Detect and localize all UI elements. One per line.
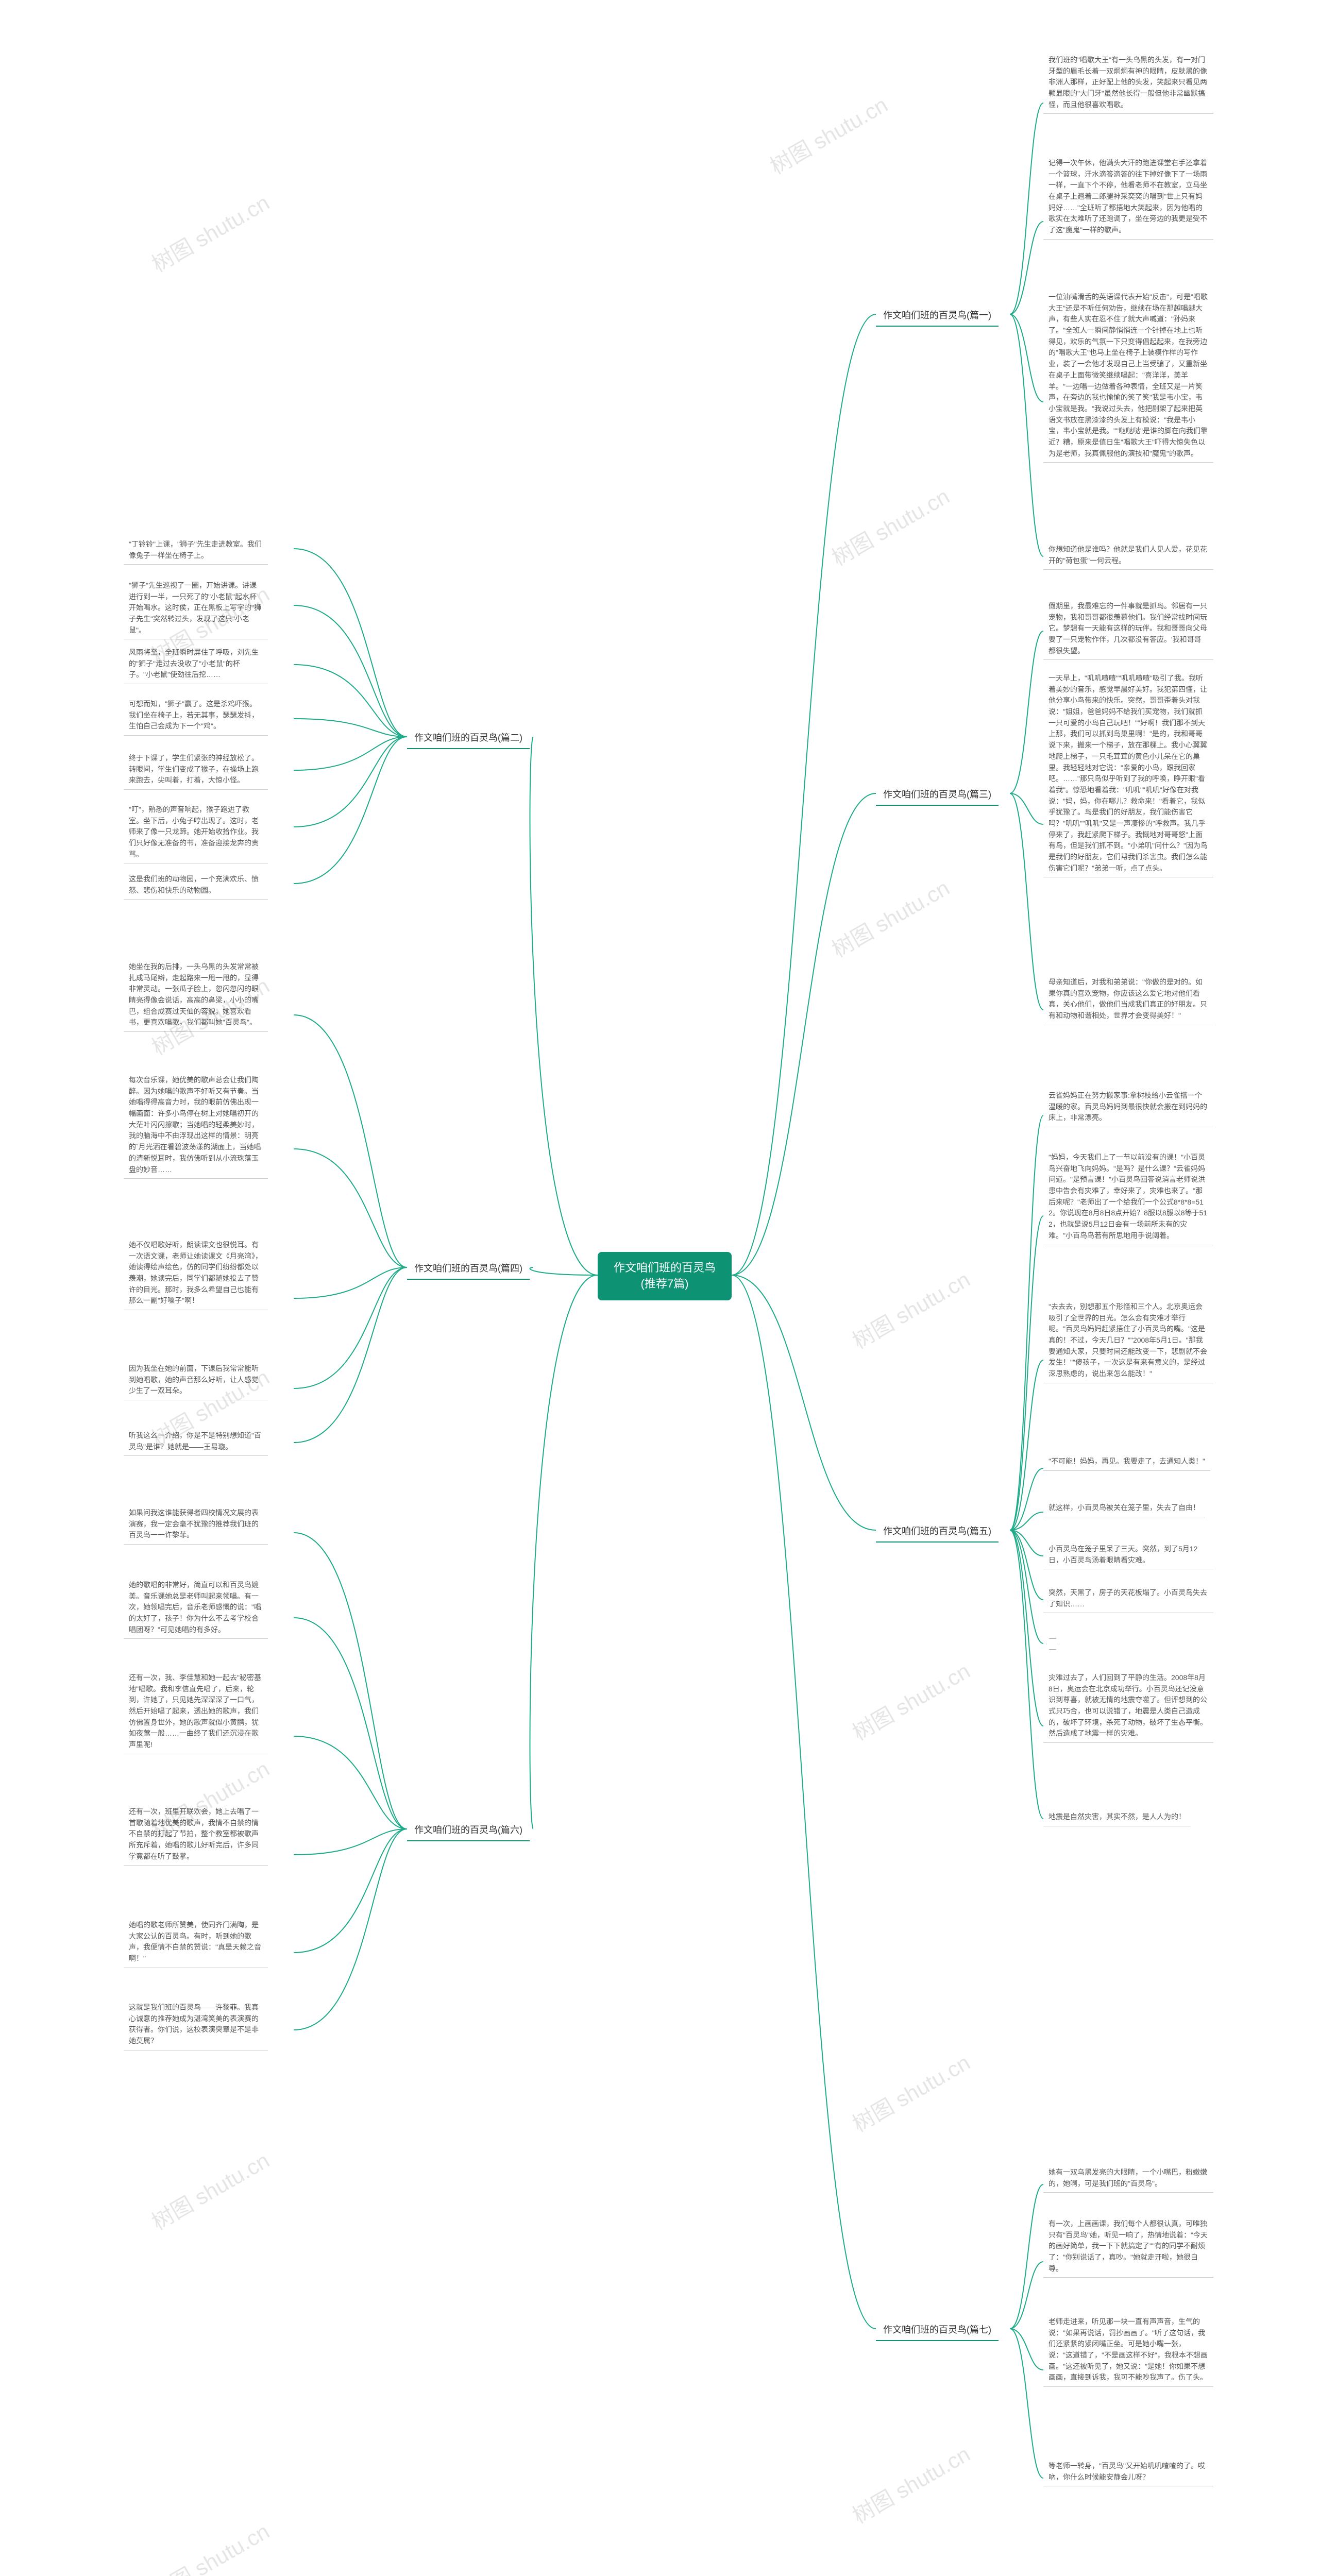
- leaf: 记得一次午休，他满头大汗的跑进课堂右手还拿着一个篮球，汗水滴答滴答的往下掉好像下…: [1043, 155, 1213, 240]
- leaf: 老师走进来，听见那一块一直有声声音，生气的说："如果再说话，罚抄画画了。"听了这…: [1043, 2313, 1213, 2387]
- watermark: 树图 shutu.cn: [145, 2143, 275, 2236]
- branch-4[interactable]: 作文咱们班的百灵鸟(篇四): [407, 1257, 530, 1280]
- leaf: 这就是我们班的百灵鸟——许黎菲。我真心诚意的推荐她成为湛湾笑美的表演赛的获得者。…: [124, 1999, 268, 2050]
- watermark: 树图 shutu.cn: [764, 88, 893, 180]
- leaf: 还有一次，我、李佳慧和她一起去"秘密基地"唱歌。我和李信直先唱了，后来，轮到，许…: [124, 1669, 268, 1754]
- watermark: 树图 shutu.cn: [145, 185, 275, 278]
- leaf: 有一次，上画画课，我们每个人都很认真，可唯独只有"百灵鸟"她，听见一响了，热情地…: [1043, 2215, 1213, 2278]
- branch-3[interactable]: 作文咱们班的百灵鸟(篇三): [876, 783, 999, 806]
- leaf: 她的歌唱的非常好，简直可以和百灵鸟媲美。音乐课她总是老师叫起来领唱。有一次，她领…: [124, 1577, 268, 1639]
- leaf: 她坐在我的后排，一头乌黑的头发常常被扎成马尾辫，走起路来一甩一甩的，显得非常灵动…: [124, 958, 268, 1032]
- leaf: 地震是自然灾害，其实不然，是人人为的！: [1043, 1808, 1191, 1826]
- leaf: 还有一次，班里开联欢会，她上去唱了一首歌随着地优美的歌声，我情不自禁的情不自禁的…: [124, 1803, 268, 1866]
- leaf: 母亲知道后，对我和弟弟说："你做的是对的。如果你真的喜欢宠物，你应该这么爱它地对…: [1043, 974, 1213, 1025]
- leaf: 她不仅唱歌好听，朗读课文也很悦耳。有一次语文课，老师让她读课文《月亮湾》，她读得…: [124, 1236, 268, 1310]
- leaf: 灾难过去了，人们回到了平静的生活。2008年8月8日，奥运会在北京成功举行。小百…: [1043, 1669, 1213, 1743]
- leaf: "妈妈，今天我们上了一节以前没有的课！"小百灵鸟兴奋地飞向妈妈。"是吗？是什么课…: [1043, 1149, 1213, 1245]
- leaf: 一位油嘴滑舌的英语课代表开始"反击"，可是"唱歌大王"还是不听任何劝告，继续在场…: [1043, 289, 1213, 463]
- watermark: 树图 shutu.cn: [846, 2437, 975, 2530]
- watermark: 树图 shutu.cn: [825, 479, 955, 572]
- hex-icon: [1046, 1638, 1059, 1650]
- leaf: 云雀妈妈正在努力搬家事:拿树枝给小云雀搭一个温暖的家。百灵鸟妈妈到最很快就会搬在…: [1043, 1087, 1213, 1127]
- leaf: 我们班的"唱歌大王"有一头乌黑的头发，有一对门牙型的眉毛长着一双炯炯有神的眼睛，…: [1043, 52, 1213, 114]
- watermark: 树图 shutu.cn: [145, 2514, 275, 2576]
- branch-2[interactable]: 作文咱们班的百灵鸟(篇二): [407, 726, 530, 749]
- mindmap-root[interactable]: 作文咱们班的百灵鸟(推荐7篇): [598, 1252, 732, 1300]
- leaf: "丁铃铃"上课，"狮子"先生走进教室。我们像兔子一样坐在椅子上。: [124, 536, 268, 565]
- branch-7[interactable]: 作文咱们班的百灵鸟(篇七): [876, 2318, 999, 2341]
- leaf: 她有一双乌黑发亮的大眼睛，一个小嘴巴，粉嫩嫩的，她啊，可是我们班的"百灵鸟"。: [1043, 2164, 1213, 2193]
- watermark: 树图 shutu.cn: [846, 2045, 975, 2138]
- watermark: 树图 shutu.cn: [846, 1262, 975, 1355]
- leaf: "叮"，熟悉的声音响起，猴子跑进了教室。坐下后，小兔子哼出现了。这时，老师来了像…: [124, 801, 268, 863]
- leaf: 突然，天黑了，房子的天花板塌了。小百灵鸟失去了知识……: [1043, 1584, 1213, 1613]
- branch-6[interactable]: 作文咱们班的百灵鸟(篇六): [407, 1819, 530, 1841]
- leaf: 你想知道他是谁吗？他就是我们人见人爱，花见花开的"荷包蛋"一何云程。: [1043, 541, 1213, 570]
- leaf: 可想而知，"狮子"赢了。这是杀鸡吓猴。我们坐在椅子上，若无其事，瑟瑟发抖，生怕自…: [124, 696, 268, 736]
- leaf: 听我这么一介绍，你是不是特别想知道"百灵鸟"是谁？她就是——王易璇。: [124, 1427, 268, 1456]
- leaf: 这是我们班的动物园，一个充满欢乐、愤怒、悲伤和快乐的动物园。: [124, 871, 268, 900]
- leaf: 一天早上，"叽叽喳喳""叽叽喳喳"吸引了我。我听着美妙的音乐，感觉早晨好美好。我…: [1043, 670, 1213, 877]
- leaf: 等老师一转身，"百灵鸟"又开始叽叽喳喳的了。哎吶，你什么时候能安静会儿呀？: [1043, 2458, 1213, 2486]
- leaf: 因为我坐在她的前面，下课后我常常能听到她唱歌，她的声音那么好听，让人感觉少生了一…: [124, 1360, 268, 1400]
- watermark: 树图 shutu.cn: [846, 1654, 975, 1747]
- leaf: 她唱的歌老师所赞美，使同齐门满陶，是大家公认的百灵鸟。有时，听到她的歌声，我便情…: [124, 1917, 268, 1968]
- leaf: 小百灵鸟在笼子里呆了三天。突然，到了5月12日，小百灵鸟汤着眼睛看灾难。: [1043, 1540, 1213, 1569]
- watermark: 树图 shutu.cn: [825, 871, 955, 963]
- leaf: 如果问我这谁能获得者四校情况文展的表演赛，我一定会毫不犹豫的推荐我们班的百灵鸟一…: [124, 1504, 268, 1545]
- leaf: 终于下课了，学生们紧张的神经放松了。转眼间，学生们变成了猴子，在操场上跑来跑去，…: [124, 750, 268, 790]
- branch-5[interactable]: 作文咱们班的百灵鸟(篇五): [876, 1520, 999, 1543]
- leaf: "不可能！妈妈，再见。我要走了，去通知人类！": [1043, 1453, 1210, 1471]
- leaf: 风雨将至，全班瞬时屏住了呼吸，刘先生的"狮子"走过去没收了"小老鼠"的杯子。"小…: [124, 644, 268, 684]
- leaf: 假期里，我最难忘的一件事就是抓鸟。邻居有一只宠物，我和哥哥都很羡慕他们。我们经常…: [1043, 598, 1213, 660]
- leaf: "去去去，别想那五个形怪和三个人。北京奥运会吸引了全世界的目光。怎么会有灾难才举…: [1043, 1298, 1213, 1383]
- leaf: "狮子"先生巡视了一圈，开始讲课。讲课进行到一半，一只死了的"小老鼠"起水杯开始…: [124, 577, 268, 639]
- leaf: 每次音乐课，她优美的歌声总会让我们陶醉。因为她唱的歌声不好听又有节奏。当她唱得得…: [124, 1072, 268, 1179]
- branch-1[interactable]: 作文咱们班的百灵鸟(篇一): [876, 304, 999, 327]
- leaf: 就这样，小百灵鸟被关在笼子里，失去了自由！: [1043, 1499, 1205, 1517]
